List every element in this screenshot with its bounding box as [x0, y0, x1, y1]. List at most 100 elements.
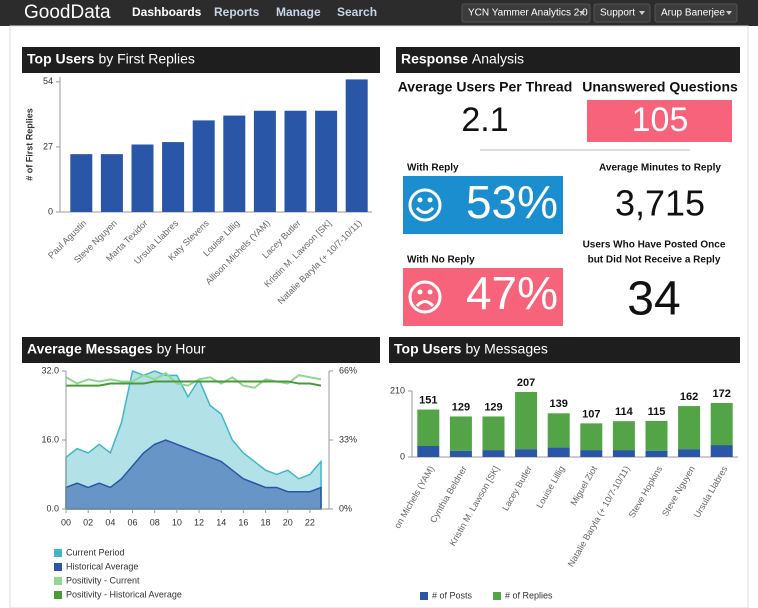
- bar-segment: [515, 449, 538, 457]
- legend-swatch[interactable]: [54, 591, 62, 599]
- bar-segment: [612, 450, 635, 457]
- nav-tab[interactable]: Reports: [214, 5, 260, 19]
- face-icon: [408, 280, 442, 314]
- panel-title: Top Users: [394, 341, 462, 357]
- area: [65, 439, 322, 510]
- y2-tick-label: 0%: [339, 503, 352, 513]
- bar-segment: [645, 450, 668, 457]
- nav-button[interactable]: [461, 3, 591, 23]
- kpi-label: Average Users Per Thread: [398, 79, 573, 95]
- panel-header: [396, 47, 740, 73]
- bar: [70, 154, 93, 212]
- x-tick-label: 10: [172, 517, 182, 527]
- total-label: 129: [452, 401, 470, 413]
- kpi-value: 53%: [466, 176, 558, 228]
- x-tick-label: 06: [128, 517, 138, 527]
- nav-tab[interactable]: Manage: [276, 5, 321, 19]
- bar: [253, 110, 276, 212]
- legend-label[interactable]: # of Posts: [432, 590, 473, 600]
- panel-subtitle: by First Replies: [98, 51, 194, 67]
- mouth: [415, 206, 435, 214]
- eye: [427, 197, 433, 203]
- eye: [417, 289, 423, 295]
- bar-segment: [710, 402, 733, 446]
- y-axis-label: # of First Replies: [24, 108, 34, 181]
- dropdown-arrow: [579, 11, 585, 15]
- total-label: 172: [713, 388, 731, 400]
- kpi-label: Average Minutes to Reply: [599, 163, 721, 174]
- legend-label[interactable]: Historical Average: [66, 561, 138, 571]
- y-tick-label: 0.0: [46, 503, 59, 513]
- legend-label[interactable]: Positivity - Current: [66, 575, 140, 585]
- y2-tick-label: 66%: [339, 365, 357, 375]
- panel-header: [22, 337, 380, 363]
- mouth: [415, 300, 435, 308]
- nav-tab[interactable]: Dashboards: [132, 5, 202, 19]
- panel-header: [22, 47, 380, 73]
- legend-label[interactable]: Positivity - Historical Average: [66, 589, 182, 599]
- kpi-label: Users Who Have Posted Once: [583, 240, 726, 251]
- kpi-box: [403, 268, 563, 326]
- x-tick-label: 20: [283, 517, 293, 527]
- y-tick-label: 16.0: [41, 434, 59, 444]
- bar-segment: [449, 450, 472, 457]
- y-tick-label: 0: [48, 206, 53, 216]
- bar: [345, 79, 368, 213]
- y-tick-label: 32.0: [41, 365, 59, 375]
- bar-segment: [547, 413, 570, 448]
- x-tick-label: 22: [305, 517, 315, 527]
- panel-subtitle: Analysis: [472, 51, 524, 67]
- bar-segment: [678, 406, 701, 450]
- legend-swatch[interactable]: [420, 592, 428, 600]
- bar-segment: [482, 416, 505, 451]
- x-tick-label: 02: [83, 517, 93, 527]
- face-icon: [408, 188, 442, 222]
- panel-title: Top Users: [27, 51, 95, 67]
- bar-segment: [417, 446, 440, 457]
- kpi-value: 47%: [466, 267, 558, 319]
- eye: [427, 289, 433, 295]
- kpi-value: 105: [632, 101, 689, 139]
- positivity-line: [66, 380, 322, 387]
- bar-segment: [710, 445, 733, 457]
- nav-button-label: Arup Banerjee: [661, 8, 725, 19]
- total-label: 129: [484, 401, 502, 413]
- bar: [100, 154, 123, 212]
- bar: [162, 142, 185, 212]
- x-tick-label: 08: [150, 517, 160, 527]
- bar: [284, 110, 307, 212]
- bar-segment: [612, 421, 635, 451]
- y-tick-label: 0: [400, 451, 405, 461]
- bar-segment: [449, 416, 472, 451]
- panel-title: Average Messages: [27, 341, 153, 357]
- legend-swatch[interactable]: [54, 577, 62, 585]
- bar: [131, 144, 154, 212]
- bar: [315, 110, 338, 212]
- kpi-box: [403, 176, 563, 234]
- nav-button-label: YCN Yammer Analytics 2.0: [468, 8, 588, 19]
- legend-label[interactable]: Current Period: [66, 547, 125, 557]
- nav-button[interactable]: [593, 3, 651, 23]
- panel-subtitle: by Hour: [157, 341, 206, 357]
- kpi-box: [587, 100, 732, 142]
- total-label: 162: [680, 391, 698, 403]
- kpi-label: With Reply: [407, 163, 459, 174]
- nav-button[interactable]: [654, 3, 738, 23]
- kpi-label: Unanswered Questions: [582, 79, 738, 95]
- total-label: 115: [648, 406, 666, 418]
- y-tick-label: 210: [390, 385, 405, 395]
- total-label: 107: [582, 408, 600, 420]
- nav-tab[interactable]: Search: [337, 5, 377, 19]
- legend-swatch[interactable]: [54, 549, 62, 557]
- eye: [417, 197, 423, 203]
- x-tick-label: 00: [61, 517, 71, 527]
- x-tick-label: 16: [238, 517, 248, 527]
- bar: [223, 115, 246, 212]
- legend-swatch[interactable]: [493, 592, 501, 600]
- logo[interactable]: GoodData: [24, 2, 111, 23]
- bar-segment: [580, 450, 603, 457]
- legend-swatch[interactable]: [54, 563, 62, 571]
- x-tick-label: 04: [105, 517, 115, 527]
- legend-label[interactable]: # of Replies: [505, 590, 553, 600]
